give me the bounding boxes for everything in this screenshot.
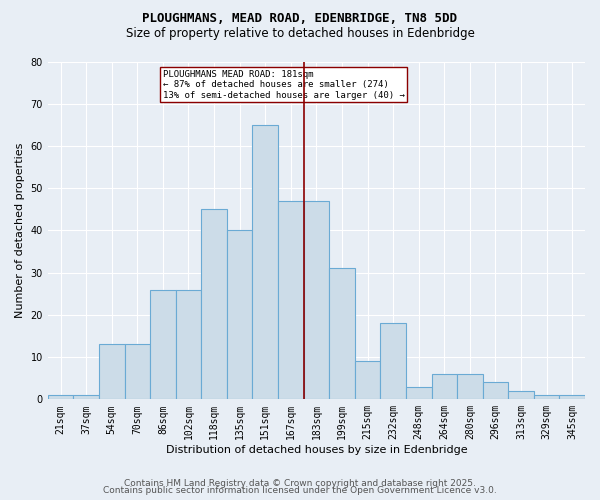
Bar xyxy=(457,374,482,400)
Bar xyxy=(150,290,176,400)
Bar xyxy=(534,395,559,400)
Bar xyxy=(559,395,585,400)
X-axis label: Distribution of detached houses by size in Edenbridge: Distribution of detached houses by size … xyxy=(166,445,467,455)
Y-axis label: Number of detached properties: Number of detached properties xyxy=(15,142,25,318)
Bar xyxy=(48,395,73,400)
Text: PLOUGHMANS, MEAD ROAD, EDENBRIDGE, TN8 5DD: PLOUGHMANS, MEAD ROAD, EDENBRIDGE, TN8 5… xyxy=(143,12,458,26)
Bar xyxy=(278,201,304,400)
Bar xyxy=(380,324,406,400)
Bar xyxy=(355,362,380,400)
Text: Size of property relative to detached houses in Edenbridge: Size of property relative to detached ho… xyxy=(125,28,475,40)
Bar xyxy=(73,395,99,400)
Bar xyxy=(304,201,329,400)
Text: Contains HM Land Registry data © Crown copyright and database right 2025.: Contains HM Land Registry data © Crown c… xyxy=(124,478,476,488)
Bar xyxy=(329,268,355,400)
Bar xyxy=(431,374,457,400)
Bar xyxy=(227,230,253,400)
Text: Contains public sector information licensed under the Open Government Licence v3: Contains public sector information licen… xyxy=(103,486,497,495)
Bar xyxy=(508,391,534,400)
Text: PLOUGHMANS MEAD ROAD: 181sqm
← 87% of detached houses are smaller (274)
13% of s: PLOUGHMANS MEAD ROAD: 181sqm ← 87% of de… xyxy=(163,70,405,100)
Bar xyxy=(201,210,227,400)
Bar xyxy=(253,125,278,400)
Bar xyxy=(406,386,431,400)
Bar xyxy=(99,344,125,400)
Bar xyxy=(482,382,508,400)
Bar xyxy=(125,344,150,400)
Bar xyxy=(176,290,201,400)
